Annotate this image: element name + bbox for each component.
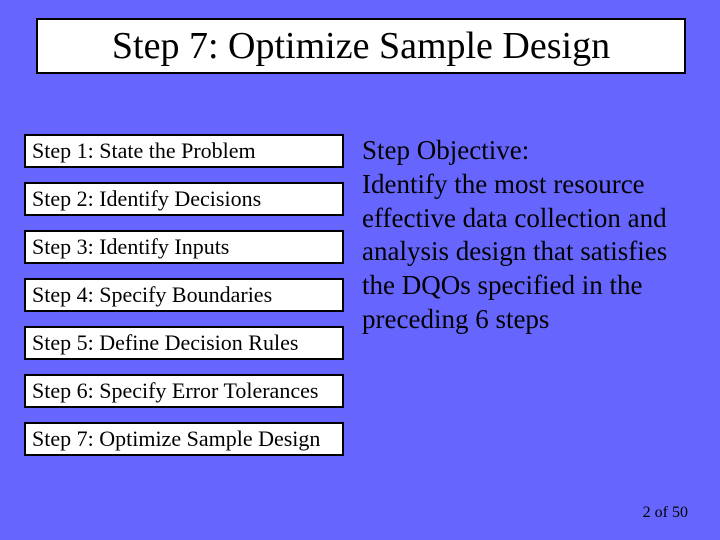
slide-title-box: Step 7: Optimize Sample Design <box>36 18 686 74</box>
step-label: Step 5: Define Decision Rules <box>32 330 298 356</box>
step-box-1: Step 1: State the Problem <box>24 134 344 168</box>
step-label: Step 2: Identify Decisions <box>32 186 261 212</box>
step-label: Step 7: Optimize Sample Design <box>32 426 320 452</box>
step-label: Step 1: State the Problem <box>32 138 256 164</box>
objective-block: Step Objective: Identify the most resour… <box>362 134 696 337</box>
step-label: Step 3: Identify Inputs <box>32 234 229 260</box>
slide-title: Step 7: Optimize Sample Design <box>112 24 610 68</box>
step-box-4: Step 4: Specify Boundaries <box>24 278 344 312</box>
page-number: 2 of 50 <box>643 504 688 522</box>
objective-body: Identify the most resource effective dat… <box>362 168 696 337</box>
objective-heading: Step Objective: <box>362 134 696 168</box>
step-label: Step 6: Specify Error Tolerances <box>32 378 318 404</box>
step-box-7: Step 7: Optimize Sample Design <box>24 422 344 456</box>
steps-column: Step 1: State the Problem Step 2: Identi… <box>24 134 344 470</box>
step-box-5: Step 5: Define Decision Rules <box>24 326 344 360</box>
step-label: Step 4: Specify Boundaries <box>32 282 272 308</box>
step-box-2: Step 2: Identify Decisions <box>24 182 344 216</box>
step-box-3: Step 3: Identify Inputs <box>24 230 344 264</box>
step-box-6: Step 6: Specify Error Tolerances <box>24 374 344 408</box>
